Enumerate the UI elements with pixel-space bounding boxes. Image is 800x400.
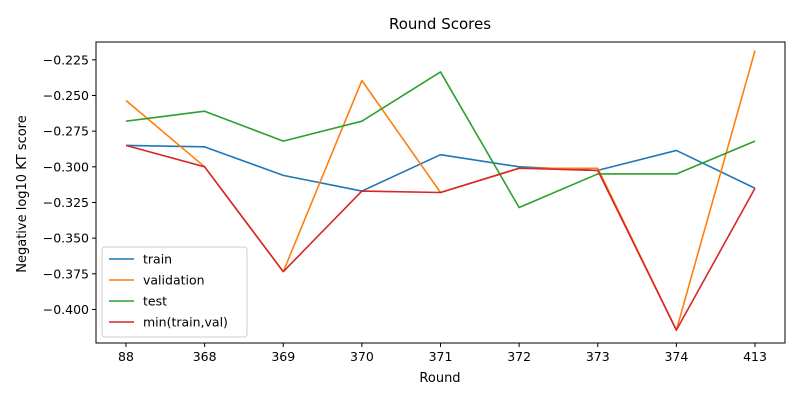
x-tick-label: 373 [586, 349, 610, 364]
x-tick-label: 369 [271, 349, 295, 364]
y-tick-label: −0.275 [43, 124, 89, 139]
series-line-3 [125, 144, 756, 331]
y-tick-label: −0.400 [43, 302, 89, 317]
x-axis-ticks: 88 368 369 370 371 372 373 374 413 [118, 343, 767, 364]
series-line-0 [125, 144, 756, 192]
y-tick-label: −0.325 [43, 195, 89, 210]
legend-entry: min(train,val) [143, 315, 228, 330]
y-tick-label: −0.250 [43, 88, 89, 103]
x-tick-label: 370 [350, 349, 374, 364]
x-axis-label: Round [419, 371, 460, 386]
plot-lines [125, 50, 756, 331]
legend-entry: validation [143, 273, 205, 288]
x-tick-label: 372 [507, 349, 531, 364]
x-tick-label: 368 [193, 349, 217, 364]
series-line-2 [125, 71, 756, 209]
legend-entry: test [143, 294, 167, 309]
y-axis-ticks: −0.400 −0.375 −0.350 −0.325 −0.300 −0.275 −0.2… [43, 52, 96, 317]
y-tick-label: −0.350 [43, 231, 89, 246]
x-tick-label: 371 [429, 349, 453, 364]
x-tick-label: 374 [664, 349, 688, 364]
legend-box [101, 246, 248, 338]
legend: train validation test min(train,val) [101, 246, 248, 338]
y-tick-label: −0.300 [43, 159, 89, 174]
y-axis-label: Negative log10 KT score [15, 115, 30, 273]
x-tick-label: 88 [118, 349, 134, 364]
chart-title: Round Scores [389, 15, 491, 33]
y-tick-label: −0.375 [43, 266, 89, 281]
y-tick-label: −0.225 [43, 52, 89, 67]
x-tick-label: 413 [743, 349, 767, 364]
legend-entry: train [143, 252, 172, 267]
